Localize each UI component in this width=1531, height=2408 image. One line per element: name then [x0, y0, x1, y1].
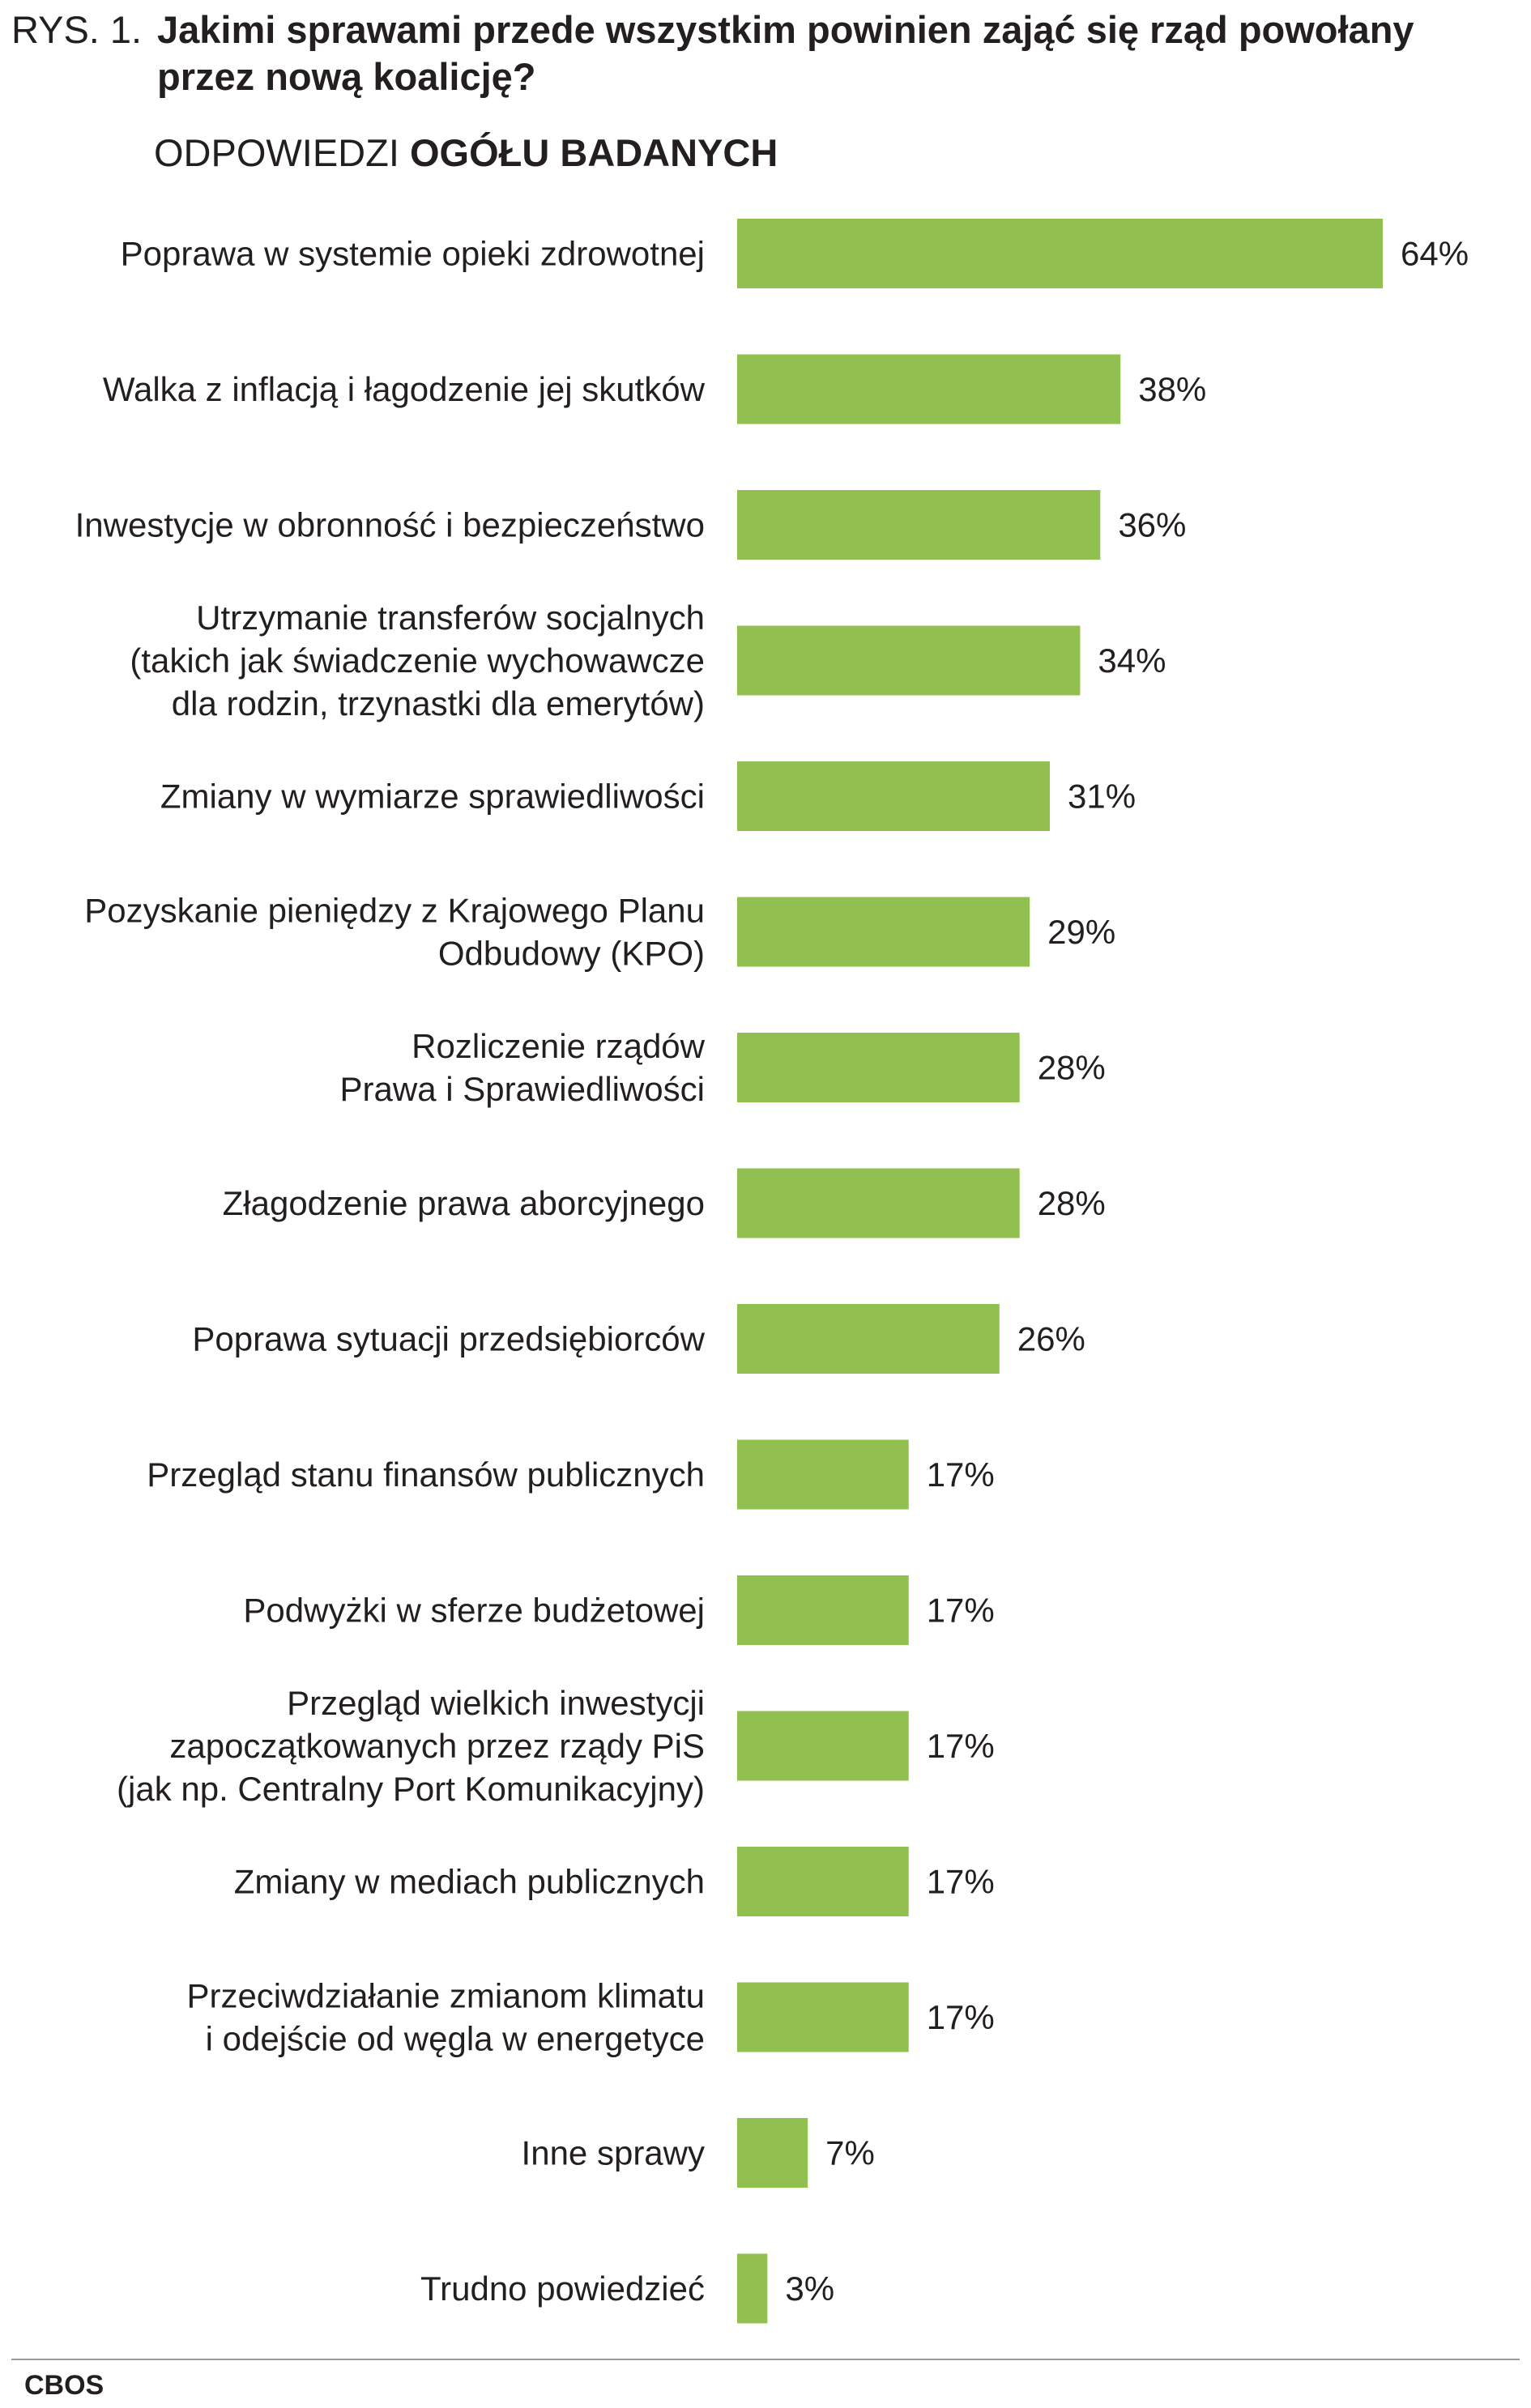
value-label-10: 17%: [927, 1592, 995, 1630]
value-label-4: 31%: [1068, 778, 1136, 816]
category-label-0: Poprawa w systemie opieki zdrowotnej: [121, 235, 705, 273]
bar-13: [737, 1982, 909, 2052]
category-label-15: Trudno powiedzieć: [420, 2269, 705, 2308]
value-label-12: 17%: [927, 1863, 995, 1901]
bar-12: [737, 1847, 909, 1916]
subtitle-bold: OGÓŁU BADANYCH: [409, 131, 778, 174]
bar-8: [737, 1304, 1000, 1374]
category-label-13-line-1: i odejście od węgla w energetyce: [206, 2020, 705, 2058]
category-label-3-line-0: Utrzymanie transferów socjalnych: [196, 599, 705, 637]
value-label-5: 29%: [1047, 913, 1115, 951]
figure-number: RYS. 1.: [11, 8, 143, 51]
bar-5: [737, 897, 1030, 967]
bar-10: [737, 1575, 909, 1645]
bar-4: [737, 761, 1051, 831]
value-label-14: 7%: [825, 2134, 875, 2172]
category-label-1: Walka z inflacją i łagodzenie jej skutkó…: [103, 370, 706, 408]
value-label-2: 36%: [1118, 506, 1186, 544]
value-label-8: 26%: [1017, 1320, 1085, 1358]
bar-3: [737, 625, 1081, 696]
category-label-3-line-2: dla rodzin, trzynastki dla emerytów): [172, 684, 705, 722]
category-label-8: Poprawa sytuacji przedsiębiorców: [192, 1320, 705, 1358]
value-label-15: 3%: [785, 2269, 834, 2308]
value-label-13: 17%: [927, 1998, 995, 2036]
category-label-7: Złagodzenie prawa aborcyjnego: [223, 1184, 705, 1222]
bar-11: [737, 1711, 909, 1781]
category-label-13-line-0: Przeciwdziałanie zmianom klimatu: [186, 1977, 705, 2015]
footer-divider: [11, 2359, 1520, 2360]
bar-14: [737, 2118, 808, 2188]
category-label-11-line-0: Przegląd wielkich inwestycji: [287, 1684, 705, 1722]
category-label-11-line-2: (jak np. Centralny Port Komunikacyjny): [117, 1770, 705, 1808]
subtitle-prefix: ODPOWIEDZI: [154, 131, 399, 174]
category-label-12: Zmiany w mediach publicznych: [234, 1863, 705, 1901]
category-label-5-line-1: Odbudowy (KPO): [438, 935, 705, 973]
bar-6: [737, 1033, 1020, 1102]
value-label-7: 28%: [1038, 1184, 1106, 1222]
value-label-9: 17%: [927, 1455, 995, 1494]
question-text: Jakimi sprawami przede wszystkim powinie…: [157, 8, 1414, 98]
category-label-6-line-1: Prawa i Sprawiedliwości: [340, 1070, 706, 1108]
category-label-4: Zmiany w wymiarze sprawiedliwości: [160, 778, 705, 816]
bar-2: [737, 490, 1101, 560]
value-label-11: 17%: [927, 1727, 995, 1765]
bar-1: [737, 354, 1121, 424]
category-label-9: Przegląd stanu finansów publicznych: [147, 1455, 705, 1494]
bar-9: [737, 1439, 909, 1510]
bar-0: [737, 219, 1383, 288]
value-label-1: 38%: [1138, 370, 1206, 408]
value-label-0: 64%: [1401, 235, 1469, 273]
category-label-3-line-1: (takich jak świadczenie wychowawcze: [130, 641, 705, 680]
chart-subtitle: ODPOWIEDZI OGÓŁU BADANYCH: [154, 130, 778, 177]
category-label-11-line-1: zapoczątkowanych przez rządy PiS: [169, 1727, 705, 1765]
value-label-3: 34%: [1098, 641, 1166, 680]
bar-15: [737, 2253, 768, 2324]
category-label-14: Inne sprawy: [522, 2134, 705, 2172]
category-label-5-line-0: Pozyskanie pieniędzy z Krajowego Planu: [84, 892, 705, 930]
value-label-6: 28%: [1038, 1049, 1106, 1087]
bar-7: [737, 1168, 1020, 1238]
category-label-10: Podwyżki w sferze budżetowej: [243, 1592, 705, 1630]
category-label-2: Inwestycje w obronność i bezpieczeństwo: [75, 506, 705, 544]
category-label-6-line-0: Rozliczenie rządów: [412, 1027, 705, 1065]
source-label: CBOS: [24, 2370, 104, 2401]
